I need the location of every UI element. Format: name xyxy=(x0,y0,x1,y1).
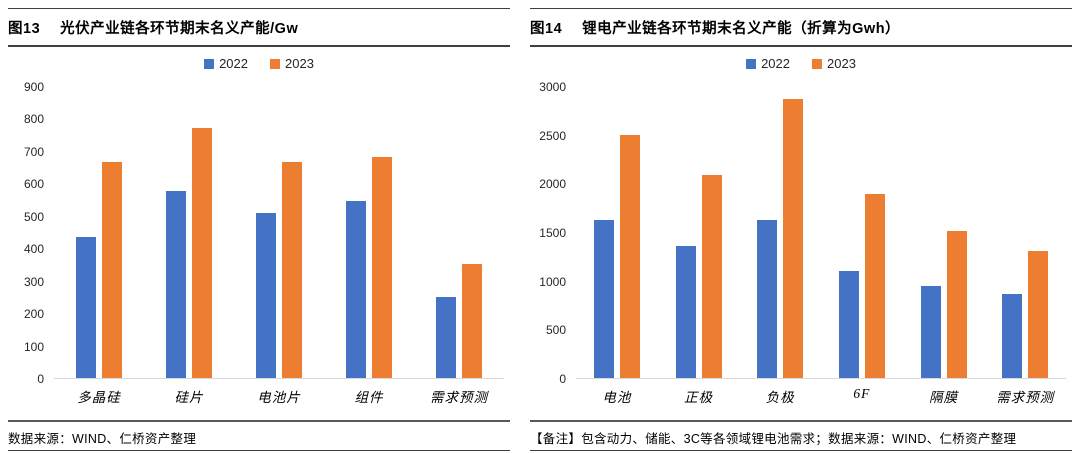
bar-2023 xyxy=(102,162,122,378)
x-axis-category-label: 需求预测 xyxy=(430,390,488,405)
legend-swatch-icon xyxy=(746,58,757,69)
bar-2023 xyxy=(619,135,640,378)
y-axis-tick-label: 600 xyxy=(23,177,44,192)
li-bar-chart: 2022 2023 0 500 1000 1500 2000 2500 3000 电池 正极 负极 6F… xyxy=(530,47,1072,420)
figure-title: 锂电产业链各环节期末名义产能（折算为Gwh） xyxy=(582,20,901,37)
y-axis-tick-label: 0 xyxy=(37,372,44,386)
pv-panel-title: 图13 光伏产业链各环节期末名义产能/Gw xyxy=(8,9,510,47)
y-axis-tick-label: 2000 xyxy=(539,177,566,192)
bar-2022 xyxy=(838,271,859,378)
chart-plot-area: 0 500 1000 1500 2000 2500 3000 电池 正极 负极 6F 隔膜 需求预测 xyxy=(530,80,1072,420)
bar-2022 xyxy=(920,286,941,378)
bar-group xyxy=(414,264,504,378)
y-axis: 0 500 1000 1500 2000 2500 3000 xyxy=(530,80,576,386)
y-axis-tick-label: 1000 xyxy=(539,274,566,289)
bar-2022 xyxy=(166,191,186,378)
x-axis-category-label: 负极 xyxy=(765,390,795,405)
bars-row xyxy=(576,87,1066,379)
legend-label: 2022 xyxy=(761,56,790,71)
bar-2022 xyxy=(436,297,456,378)
x-axis-category-label: 硅片 xyxy=(174,390,204,405)
x-axis-category-label: 需求预测 xyxy=(996,390,1055,405)
bar-group xyxy=(658,175,740,378)
legend-label: 2023 xyxy=(827,56,856,71)
bar-2023 xyxy=(864,194,885,378)
pv-bar-chart: 2022 2023 0 100 200 300 400 500 600 700 800 900 多晶硅 硅… xyxy=(8,47,510,420)
y-axis-tick-label: 1500 xyxy=(539,226,566,240)
y-axis-tick-label: 2500 xyxy=(539,128,566,143)
y-axis-tick-label: 300 xyxy=(23,274,44,289)
y-axis-tick-label: 0 xyxy=(559,372,566,386)
legend-label: 2022 xyxy=(219,56,248,71)
legend-item-2022: 2022 xyxy=(204,56,248,71)
pv-footnote: 数据来源：WIND、仁桥资产整理 xyxy=(8,420,510,450)
y-axis-tick-label: 200 xyxy=(23,307,44,322)
bar-2022 xyxy=(346,201,366,378)
bar-2022 xyxy=(256,213,276,378)
x-axis-category-label: 电池 xyxy=(602,390,632,405)
bar-2023 xyxy=(282,162,302,378)
panel-libattery-capacity: 图14 锂电产业链各环节期末名义产能（折算为Gwh） 2022 2023 0 500 1… xyxy=(530,8,1072,451)
bars-row xyxy=(54,87,504,379)
y-axis-tick-label: 700 xyxy=(23,144,44,159)
bar-group xyxy=(576,135,658,378)
bar-group xyxy=(984,251,1066,378)
bar-2023 xyxy=(192,128,212,378)
bar-group xyxy=(821,194,903,378)
x-axis-category-label: 组件 xyxy=(354,390,384,405)
figure-number: 图13 xyxy=(8,20,41,37)
bar-2023 xyxy=(1028,251,1049,378)
y-axis-tick-label: 800 xyxy=(23,112,44,127)
x-axis-category-label: 隔膜 xyxy=(929,390,959,405)
bar-2022 xyxy=(593,220,614,378)
panel-pv-capacity: 图13 光伏产业链各环节期末名义产能/Gw 2022 2023 0 100 200 300… xyxy=(8,8,510,451)
bar-group xyxy=(739,99,821,378)
bar-2022 xyxy=(757,220,778,378)
legend-swatch-icon xyxy=(270,58,280,69)
legend-item-2023: 2023 xyxy=(812,56,856,71)
bar-2022 xyxy=(675,246,696,378)
bar-2023 xyxy=(946,231,967,378)
legend-swatch-icon xyxy=(204,58,215,69)
legend-label: 2023 xyxy=(285,56,314,71)
x-axis-category-label: 电池片 xyxy=(257,390,301,405)
li-panel-title: 图14 锂电产业链各环节期末名义产能（折算为Gwh） xyxy=(530,9,1072,47)
chart-plot-area: 0 100 200 300 400 500 600 700 800 900 多晶硅 硅片 电池片 组件 需求… xyxy=(8,80,510,420)
bar-group xyxy=(54,162,144,378)
legend-swatch-icon xyxy=(812,58,822,69)
bar-2022 xyxy=(1002,294,1023,378)
x-axis-labels: 多晶硅 硅片 电池片 组件 需求预测 xyxy=(54,379,504,406)
y-axis-tick-label: 900 xyxy=(23,80,44,94)
plot-column: 多晶硅 硅片 电池片 组件 需求预测 xyxy=(54,87,510,420)
chart-legend: 2022 2023 xyxy=(530,55,1072,72)
bar-group xyxy=(234,162,324,378)
x-axis-category-label: 6F xyxy=(853,386,871,401)
y-axis-tick-label: 100 xyxy=(23,339,44,354)
bar-group xyxy=(144,128,234,378)
y-axis-tick-label: 500 xyxy=(23,209,44,224)
bar-2023 xyxy=(701,175,722,378)
figure-number: 图14 xyxy=(530,20,563,37)
y-axis-tick-label: 500 xyxy=(545,323,566,338)
chart-legend: 2022 2023 xyxy=(8,55,510,72)
y-axis-tick-label: 400 xyxy=(23,242,44,257)
bar-2023 xyxy=(372,157,392,378)
legend-item-2022: 2022 xyxy=(746,56,790,71)
li-footnote: 【备注】包含动力、储能、3C等各领域锂电池需求；数据来源：WIND、仁桥资产整理 xyxy=(530,420,1072,450)
y-axis-tick-label: 3000 xyxy=(539,80,566,94)
bar-group xyxy=(324,157,414,378)
figure-title: 光伏产业链各环节期末名义产能/Gw xyxy=(60,20,299,37)
plot-column: 电池 正极 负极 6F 隔膜 需求预测 xyxy=(576,87,1072,420)
y-axis: 0 100 200 300 400 500 600 700 800 900 xyxy=(8,80,54,386)
bar-group xyxy=(903,231,985,378)
bar-2023 xyxy=(462,264,482,378)
x-axis-labels: 电池 正极 负极 6F 隔膜 需求预测 xyxy=(576,379,1066,406)
bar-2022 xyxy=(76,237,96,378)
bar-2023 xyxy=(783,99,804,378)
legend-item-2023: 2023 xyxy=(270,56,314,71)
x-axis-category-label: 正极 xyxy=(684,390,713,405)
x-axis-category-label: 多晶硅 xyxy=(77,390,121,405)
